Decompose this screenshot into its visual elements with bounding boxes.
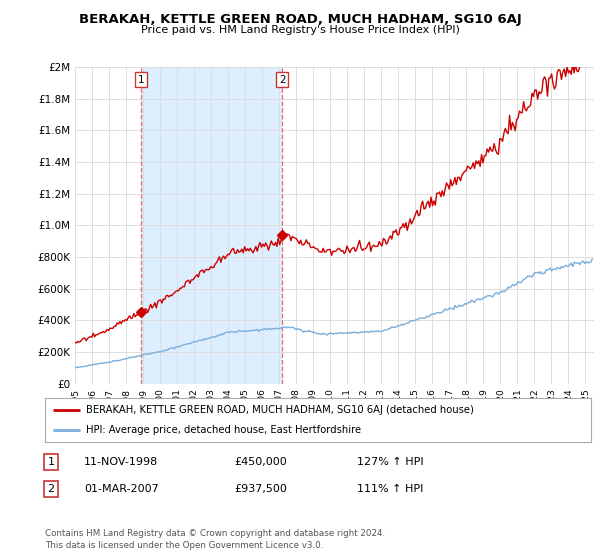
Text: £450,000: £450,000 [234,457,287,467]
Bar [141,67,282,384]
Text: HPI: Average price, detached house, East Hertfordshire: HPI: Average price, detached house, East… [86,425,361,435]
Text: 11-NOV-1998: 11-NOV-1998 [84,457,158,467]
Text: 111% ↑ HPI: 111% ↑ HPI [357,484,424,494]
Text: 2: 2 [47,484,55,494]
Text: BERAKAH, KETTLE GREEN ROAD, MUCH HADHAM, SG10 6AJ: BERAKAH, KETTLE GREEN ROAD, MUCH HADHAM,… [79,13,521,26]
Text: Price paid vs. HM Land Registry's House Price Index (HPI): Price paid vs. HM Land Registry's House … [140,25,460,35]
Text: 2: 2 [279,75,286,85]
Text: Contains HM Land Registry data © Crown copyright and database right 2024.
This d: Contains HM Land Registry data © Crown c… [45,529,385,550]
Text: 01-MAR-2007: 01-MAR-2007 [84,484,159,494]
Text: 1: 1 [47,457,55,467]
Text: 1: 1 [137,75,144,85]
Text: BERAKAH, KETTLE GREEN ROAD, MUCH HADHAM, SG10 6AJ (detached house): BERAKAH, KETTLE GREEN ROAD, MUCH HADHAM,… [86,405,474,415]
Text: £937,500: £937,500 [234,484,287,494]
Text: 127% ↑ HPI: 127% ↑ HPI [357,457,424,467]
